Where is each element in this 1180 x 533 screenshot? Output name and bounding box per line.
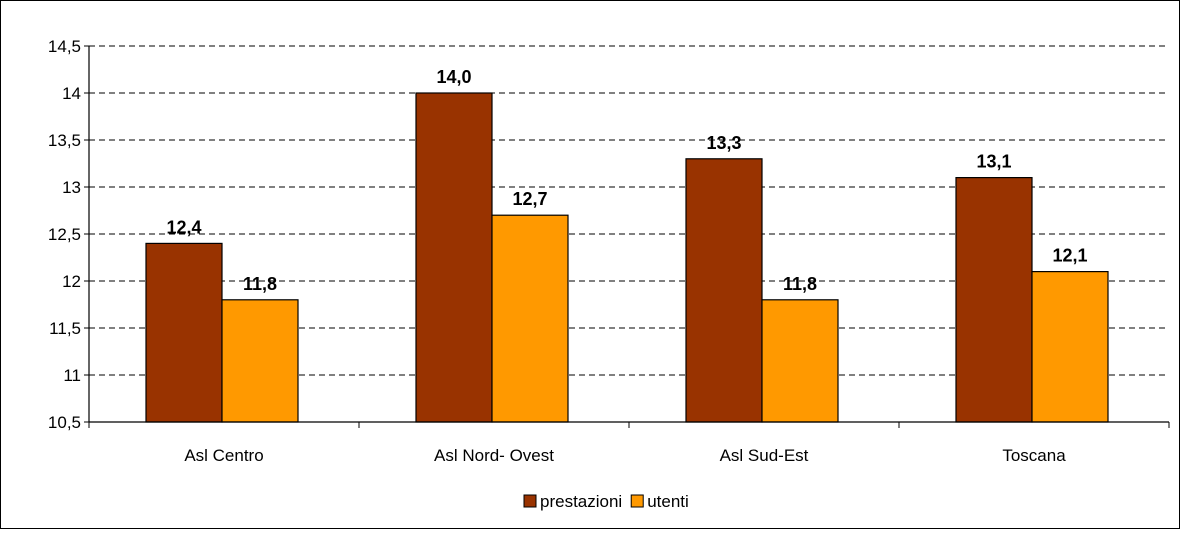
bar-prestazioni bbox=[146, 243, 222, 422]
bar-utenti bbox=[492, 215, 568, 422]
data-label: 12,1 bbox=[1052, 246, 1087, 266]
y-tick-label: 13 bbox=[62, 178, 81, 197]
x-tick-label: Asl Centro bbox=[184, 446, 263, 465]
data-label: 12,7 bbox=[512, 189, 547, 209]
bar-utenti bbox=[222, 300, 298, 422]
legend-label-utenti: utenti bbox=[647, 492, 689, 511]
x-tick-label: Asl Sud-Est bbox=[720, 446, 809, 465]
y-tick-label: 14,5 bbox=[48, 37, 81, 56]
y-tick-label: 13,5 bbox=[48, 131, 81, 150]
bar-prestazioni bbox=[956, 178, 1032, 422]
y-tick-label: 12 bbox=[62, 272, 81, 291]
bar-prestazioni bbox=[416, 93, 492, 422]
y-tick-label: 12,5 bbox=[48, 225, 81, 244]
data-label: 13,3 bbox=[706, 133, 741, 153]
legend-label-prestazioni: prestazioni bbox=[540, 492, 622, 511]
y-tick-label: 11,5 bbox=[49, 319, 81, 338]
data-label: 13,1 bbox=[976, 152, 1011, 172]
y-tick-label: 14 bbox=[62, 84, 81, 103]
legend-swatch-utenti bbox=[631, 495, 643, 507]
data-label: 11,8 bbox=[783, 274, 817, 294]
data-label: 14,0 bbox=[436, 67, 471, 87]
y-tick-label: 10,5 bbox=[48, 413, 81, 432]
data-label: 11,8 bbox=[243, 274, 277, 294]
y-tick-label: 11 bbox=[63, 366, 81, 385]
legend: prestazioni utenti bbox=[524, 492, 689, 511]
bar-prestazioni bbox=[686, 159, 762, 422]
x-tick-label: Toscana bbox=[1002, 446, 1066, 465]
bars bbox=[146, 93, 1108, 422]
legend-swatch-prestazioni bbox=[524, 495, 536, 507]
data-label: 12,4 bbox=[166, 217, 201, 237]
x-tick-label: Asl Nord- Ovest bbox=[434, 446, 554, 465]
bar-utenti bbox=[1032, 272, 1108, 422]
data-labels: 12,4 11,8 14,0 12,7 13,3 11,8 13,1 12,1 bbox=[166, 67, 1087, 294]
bar-utenti bbox=[762, 300, 838, 422]
